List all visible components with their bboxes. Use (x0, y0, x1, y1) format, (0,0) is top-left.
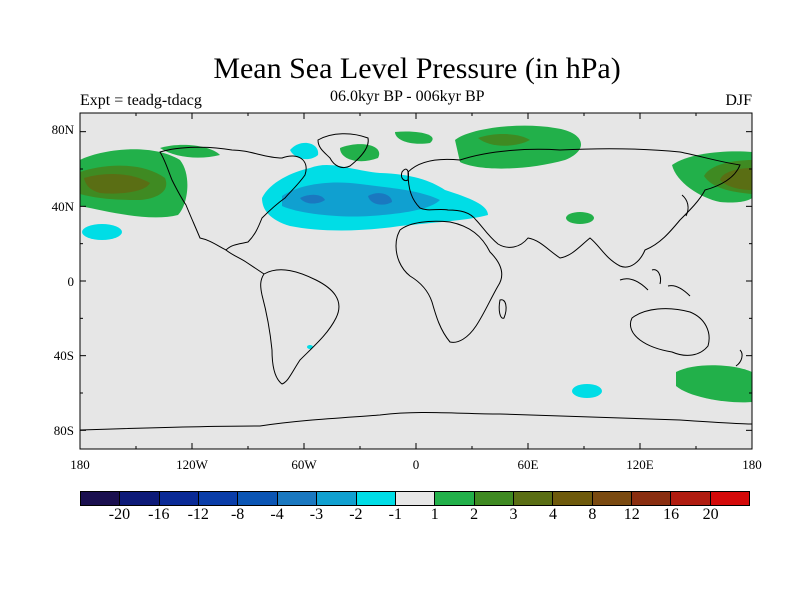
colorbar-label: 16 (663, 506, 680, 523)
lat-label-80n: 80N (52, 122, 75, 137)
greenland-coastline (317, 133, 369, 169)
colorbar-label: 20 (702, 506, 719, 523)
colorbar-labels: -20 -16 -12 -8 -4 -3 -2 -1 1 2 3 4 8 12 16 20 (80, 506, 750, 526)
colorbar-swatch (710, 492, 750, 505)
colorbar-swatch (474, 492, 514, 505)
axis-ticks (79, 113, 753, 449)
north-pacific-positive-anomaly-east-peak (720, 168, 752, 190)
lon-label-180-east: 180 (742, 457, 762, 472)
colorbar-swatch (81, 492, 121, 505)
colorbar-swatch (120, 492, 160, 505)
colorbar-label: 3 (509, 506, 518, 523)
lat-label-40s: 40S (54, 348, 74, 363)
north-america-coastline (159, 146, 307, 251)
north-atlantic-negative-anomaly-core-b (368, 193, 392, 205)
central-america-coastline (225, 249, 265, 275)
colorbar-label: 8 (588, 506, 597, 523)
longitude-axis: 180 120W 60W 0 60E 120E 180 (70, 457, 762, 472)
canada-positive-anomaly (160, 144, 220, 158)
colorbar-label: -8 (230, 506, 245, 523)
japan-coastline (681, 194, 689, 217)
colorbar-swatch (553, 492, 593, 505)
colorbar-label: 12 (623, 506, 640, 523)
south-indian-ocean-negative-anomaly (572, 384, 602, 398)
colorbar-swatch (277, 492, 318, 505)
north-pacific-positive-anomaly-west-peak (84, 173, 150, 194)
colorbar-label: 1 (430, 506, 439, 523)
antarctica-coastline (80, 411, 752, 431)
colorbar (80, 491, 750, 506)
maritime-continent-coastline (619, 269, 691, 297)
southern-ocean-positive-anomaly (676, 365, 752, 403)
lat-label-80s: 80S (54, 423, 74, 438)
colorbar-swatch (395, 492, 436, 505)
greenland-positive-anomaly (340, 144, 380, 162)
colorbar-label: -20 (108, 506, 131, 523)
british-isles-coastline (401, 168, 409, 181)
south-america-coastline (260, 269, 340, 385)
colorbar-swatch (238, 492, 278, 505)
central-asia-positive-anomaly (566, 212, 594, 224)
colorbar-swatch (632, 492, 672, 505)
colorbar-swatch (671, 492, 711, 505)
arctic-positive-anomaly-core (478, 134, 530, 146)
north-atlantic-negative-anomaly-core-a (300, 194, 325, 204)
colorbar-swatch (592, 492, 633, 505)
subtropical-pacific-negative-anomaly (82, 224, 122, 240)
colorbar-swatch (513, 492, 554, 505)
colorbar-label: -2 (349, 506, 363, 523)
colorbar-swatch (199, 492, 239, 505)
colorbar-label: 4 (548, 506, 557, 523)
africa-coastline (395, 220, 503, 343)
lon-label-60w: 60W (291, 457, 317, 472)
lon-label-60e: 60E (518, 457, 539, 472)
eurasia-coastline (407, 148, 741, 268)
coastlines (80, 133, 752, 431)
colorbar-swatch (317, 492, 357, 505)
north-atlantic-negative-anomaly-inner (282, 182, 440, 217)
labrador-negative-anomaly (290, 142, 319, 160)
colorbar-label: -1 (388, 506, 402, 523)
australia-coastline (629, 308, 710, 356)
experiment-label: Expt = teadg-tdacg (80, 92, 202, 109)
lat-label-0: 0 (68, 274, 75, 289)
colorbar-label: -3 (309, 506, 324, 523)
colorbar-label: -16 (148, 506, 170, 523)
lon-label-180-west: 180 (70, 457, 90, 472)
anomaly-fields (80, 125, 752, 403)
arctic-canada-positive-anomaly (395, 131, 433, 144)
season-label: DJF (725, 92, 752, 109)
colorbar-label: -12 (187, 506, 209, 523)
lon-label-0: 0 (413, 457, 420, 472)
map-background (80, 113, 752, 449)
map-title: Mean Sea Level Pressure (in hPa) (213, 52, 621, 85)
lat-label-40n: 40N (52, 199, 75, 214)
new-zealand-coastline (735, 349, 743, 367)
lon-label-120w: 120W (176, 457, 209, 472)
colorbar-label: 2 (470, 506, 479, 523)
madagascar-coastline (498, 299, 507, 319)
latitude-axis: 80N 40N 0 40S 80S (52, 122, 75, 438)
colorbar-swatch (356, 492, 396, 505)
colorbar-label: -4 (270, 506, 284, 523)
colorbar-swatch (435, 492, 475, 505)
lon-label-120e: 120E (626, 457, 654, 472)
period-label: 06.0kyr BP - 006kyr BP (330, 88, 485, 105)
colorbar-swatch (159, 492, 200, 505)
